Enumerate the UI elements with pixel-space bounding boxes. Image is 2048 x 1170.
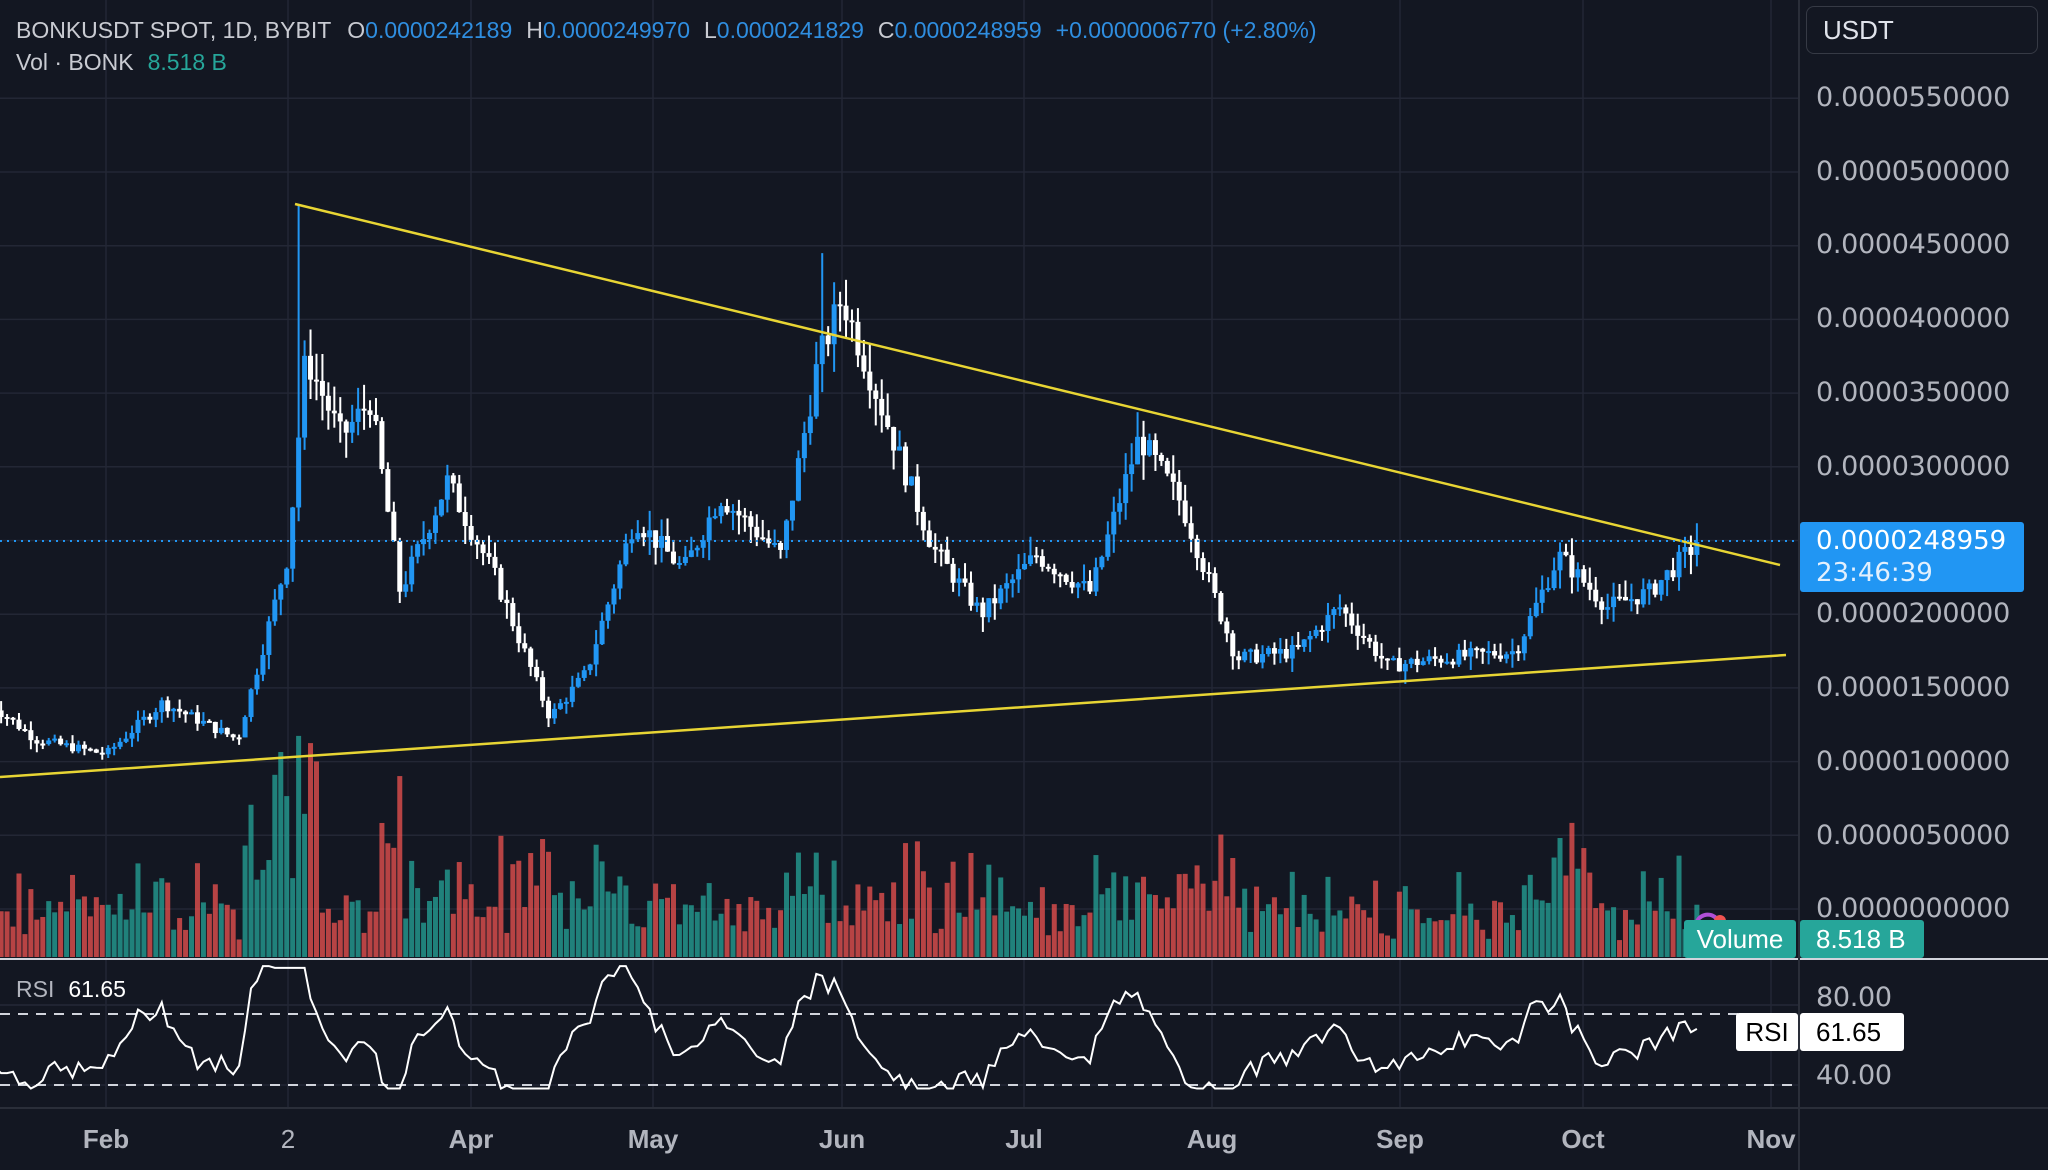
low-label: L	[704, 17, 717, 43]
price-tick: 0.0000450000	[1816, 229, 2010, 260]
candlesticks	[0, 204, 1700, 760]
volume-legend-value: 8.518 B	[147, 49, 227, 75]
high-value: 0.0000249970	[542, 17, 690, 43]
rsi-legend[interactable]: RSI 61.65	[16, 976, 126, 1003]
time-tick: 2	[280, 1124, 296, 1154]
volume-badge-label: Volume	[1684, 920, 1796, 958]
volume-legend-label[interactable]: Vol · BONK	[16, 49, 134, 75]
rsi-tick: 80.00	[1816, 982, 1892, 1013]
time-tick: May	[627, 1124, 679, 1154]
time-tick: Sep	[1376, 1124, 1424, 1154]
rsi-tick: 40.00	[1816, 1060, 1892, 1091]
rsi-badge-label: RSI	[1736, 1013, 1798, 1051]
open-value: 0.0000242189	[365, 17, 513, 43]
time-tick: Apr	[448, 1124, 494, 1154]
close-label: C	[877, 17, 895, 43]
time-tick: Oct	[1561, 1124, 1605, 1154]
close-value: 0.0000248959	[894, 17, 1042, 43]
time-tick: Jun	[818, 1124, 866, 1154]
open-label: O	[347, 17, 366, 43]
time-tick: Nov	[1746, 1124, 1796, 1154]
trendlines[interactable]	[0, 202, 1787, 779]
rsi-legend-value: 61.65	[68, 976, 126, 1002]
rsi-badge-value: 61.65	[1800, 1013, 1904, 1051]
rsi-pane	[0, 965, 1799, 1091]
rsi-legend-label: RSI	[16, 976, 55, 1002]
price-tick: 0.0000300000	[1816, 451, 2010, 482]
volume-bars	[0, 735, 1700, 957]
price-tick: 0.0000100000	[1816, 746, 2010, 777]
candle-countdown: 23:46:39	[1816, 558, 1933, 588]
price-tick: 0.0000000000	[1816, 893, 2010, 924]
currency-unit-selector[interactable]: USDT	[1806, 6, 2038, 54]
price-tick: 0.0000150000	[1816, 672, 2010, 703]
volume-badge-value: 8.518 B	[1800, 920, 1924, 958]
time-tick: Feb	[82, 1124, 130, 1154]
low-value: 0.0000241829	[716, 17, 864, 43]
price-tick: 0.0000500000	[1816, 156, 2010, 187]
ohlc-legend: BONKUSDT SPOT, 1D, BYBIT O0.0000242189 H0.…	[16, 14, 1331, 78]
price-tick: 0.0000200000	[1816, 598, 2010, 629]
price-tick: 0.0000550000	[1816, 82, 2010, 113]
price-tick: 0.0000350000	[1816, 377, 2010, 408]
time-tick: Jul	[1005, 1124, 1043, 1154]
price-tick: 0.0000400000	[1816, 303, 2010, 334]
symbol-title[interactable]: BONKUSDT SPOT, 1D, BYBIT	[16, 17, 332, 43]
high-label: H	[526, 17, 543, 43]
price-tick: 0.0000050000	[1816, 820, 2010, 851]
current-price: 0.0000248959	[1816, 526, 2007, 556]
current-price-badge: 0.0000248959 23:46:39	[1800, 522, 2024, 592]
time-tick: Aug	[1186, 1124, 1238, 1154]
change-value: +0.0000006770 (+2.80%)	[1055, 17, 1317, 43]
